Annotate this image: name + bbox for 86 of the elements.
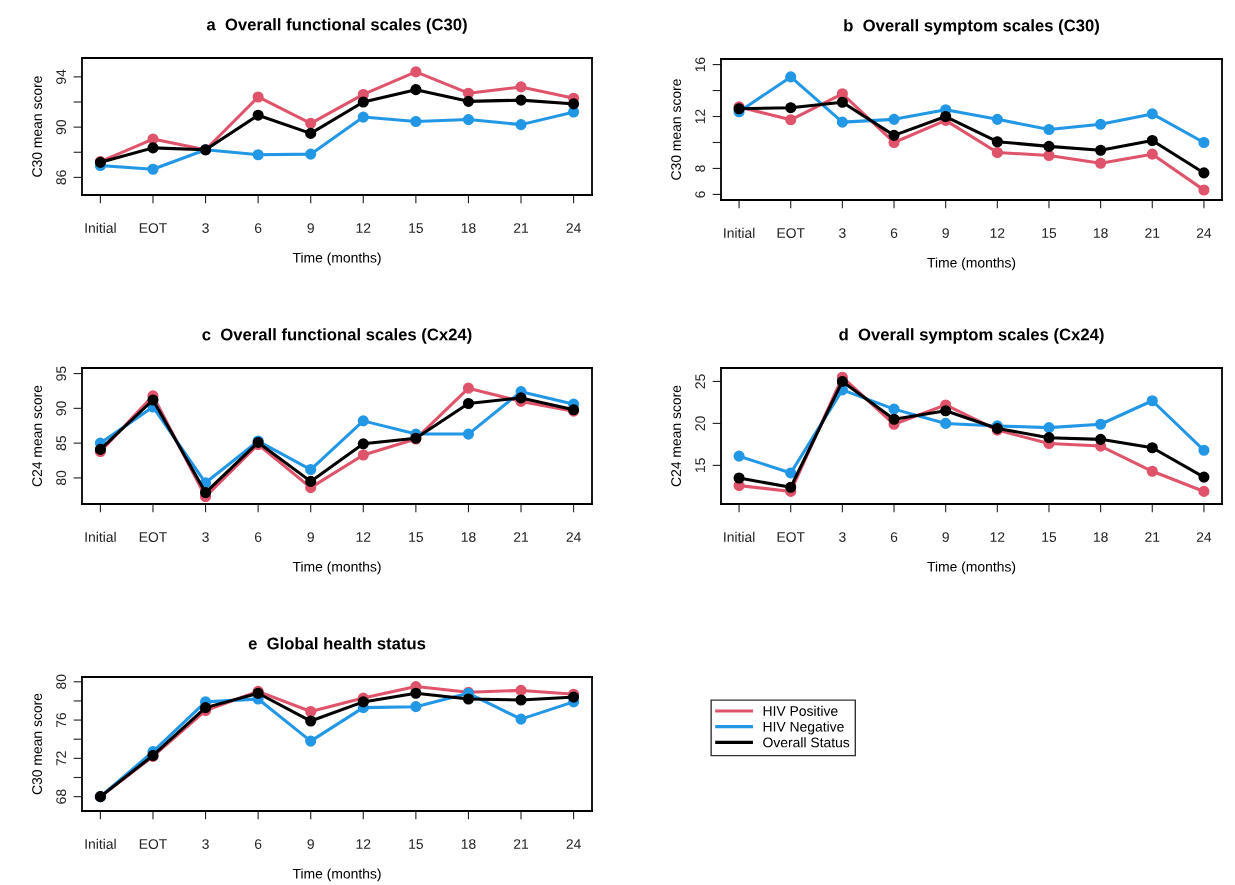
x-tick-label: 24 — [1196, 228, 1212, 238]
y-tick-label: 80 — [56, 674, 67, 689]
x-tick-label: 18 — [461, 223, 476, 233]
x-tick-label: 3 — [202, 839, 209, 849]
x-tick-label: 3 — [202, 532, 209, 542]
x-tick-label: 18 — [461, 839, 476, 849]
y-tick-label: 25 — [695, 374, 706, 389]
x-tick-label: 15 — [409, 532, 424, 542]
x-tick-label: 18 — [1093, 532, 1108, 542]
x-tick-label: 24 — [566, 223, 581, 233]
x-tick-label: EOT — [777, 228, 805, 238]
x-tick-label: 6 — [254, 532, 262, 542]
x-tick-label: 21 — [1145, 532, 1160, 542]
x-tick-label: 9 — [307, 532, 314, 542]
x-axis-title: Time (months) — [292, 252, 381, 266]
x-tick-label: 15 — [409, 839, 424, 849]
x-tick-label: EOT — [139, 223, 167, 233]
x-tick-label: 12 — [990, 532, 1005, 542]
chart-title: c Overall functional scales (Cx24) — [202, 328, 472, 344]
chart-title: e Global health status — [248, 637, 426, 650]
x-tick-label: 15 — [409, 223, 424, 233]
x-tick-label: 21 — [1145, 228, 1160, 238]
y-axis-title: C30 mean score — [671, 79, 681, 180]
x-tick-label: Initial — [724, 227, 755, 238]
x-tick-label: 9 — [307, 839, 314, 849]
x-tick-label: 3 — [202, 223, 209, 233]
y-tick-label: 90 — [56, 119, 67, 135]
x-tick-label: 12 — [356, 223, 371, 233]
x-tick-label: Initial — [85, 222, 116, 233]
x-tick-label: 18 — [461, 532, 476, 542]
y-tick-label: 80 — [56, 470, 67, 486]
y-tick-label: 15 — [695, 458, 706, 473]
x-tick-label: Initial — [85, 838, 116, 849]
y-axis-title: C30 mean score — [32, 693, 42, 795]
y-tick-label: 85 — [56, 435, 67, 451]
y-tick-label: 76 — [56, 712, 67, 728]
x-tick-label: 21 — [514, 839, 529, 849]
y-axis-title: C24 mean score — [32, 385, 42, 487]
x-axis-title: Time (months) — [292, 561, 381, 575]
x-tick-label: 24 — [566, 532, 581, 542]
x-tick-label: EOT — [777, 532, 805, 542]
x-tick-label: 6 — [254, 839, 262, 849]
y-tick-label: 86 — [56, 170, 67, 185]
x-tick-label: 24 — [566, 839, 581, 849]
y-axis-title: C30 mean score — [32, 76, 42, 177]
legend-label: Overall Status — [763, 737, 850, 748]
x-tick-label: 12 — [356, 839, 371, 849]
x-axis-title: Time (months) — [292, 868, 381, 882]
x-tick-label: 21 — [514, 532, 529, 542]
x-tick-label: 6 — [890, 532, 898, 542]
y-tick-label: 8 — [695, 165, 706, 172]
y-tick-label: 72 — [56, 751, 66, 766]
legend-label: HIV Negative — [763, 721, 844, 735]
x-tick-label: 15 — [1042, 532, 1057, 542]
x-axis-title: Time (months) — [927, 561, 1016, 575]
x-tick-label: 9 — [942, 228, 949, 238]
y-tick-label: 94 — [56, 69, 67, 84]
x-tick-label: 3 — [839, 228, 846, 238]
chart-title: a Overall functional scales (C30) — [206, 18, 467, 34]
x-tick-label: 9 — [307, 223, 314, 233]
y-tick-label: 6 — [695, 191, 706, 198]
y-tick-label: 16 — [695, 57, 706, 72]
x-tick-label: 12 — [990, 228, 1005, 238]
x-tick-label: EOT — [139, 839, 167, 849]
chart-title: b Overall symptom scales (C30) — [844, 19, 1099, 35]
y-tick-label: 68 — [56, 789, 67, 804]
x-tick-label: 12 — [356, 532, 371, 542]
x-tick-label: Initial — [85, 531, 116, 542]
chart-title: d Overall symptom scales (Cx24) — [839, 328, 1104, 344]
x-tick-label: 15 — [1042, 228, 1057, 238]
x-tick-label: 24 — [1196, 532, 1212, 542]
x-tick-label: EOT — [139, 532, 167, 542]
x-tick-label: 6 — [890, 228, 898, 238]
x-tick-label: 18 — [1093, 228, 1108, 238]
y-axis-title: C24 mean score — [671, 385, 681, 487]
x-tick-label: 9 — [942, 532, 949, 542]
legend-label: HIV Positive — [763, 705, 838, 716]
x-axis-title: Time (months) — [927, 257, 1016, 271]
x-tick-label: 21 — [514, 223, 529, 233]
y-tick-label: 12 — [695, 109, 705, 124]
x-tick-label: 3 — [839, 532, 846, 542]
y-tick-label: 95 — [56, 366, 67, 381]
x-tick-label: 6 — [254, 223, 262, 233]
y-tick-label: 90 — [56, 401, 67, 416]
y-tick-label: 20 — [695, 416, 706, 431]
x-tick-label: Initial — [724, 531, 755, 542]
